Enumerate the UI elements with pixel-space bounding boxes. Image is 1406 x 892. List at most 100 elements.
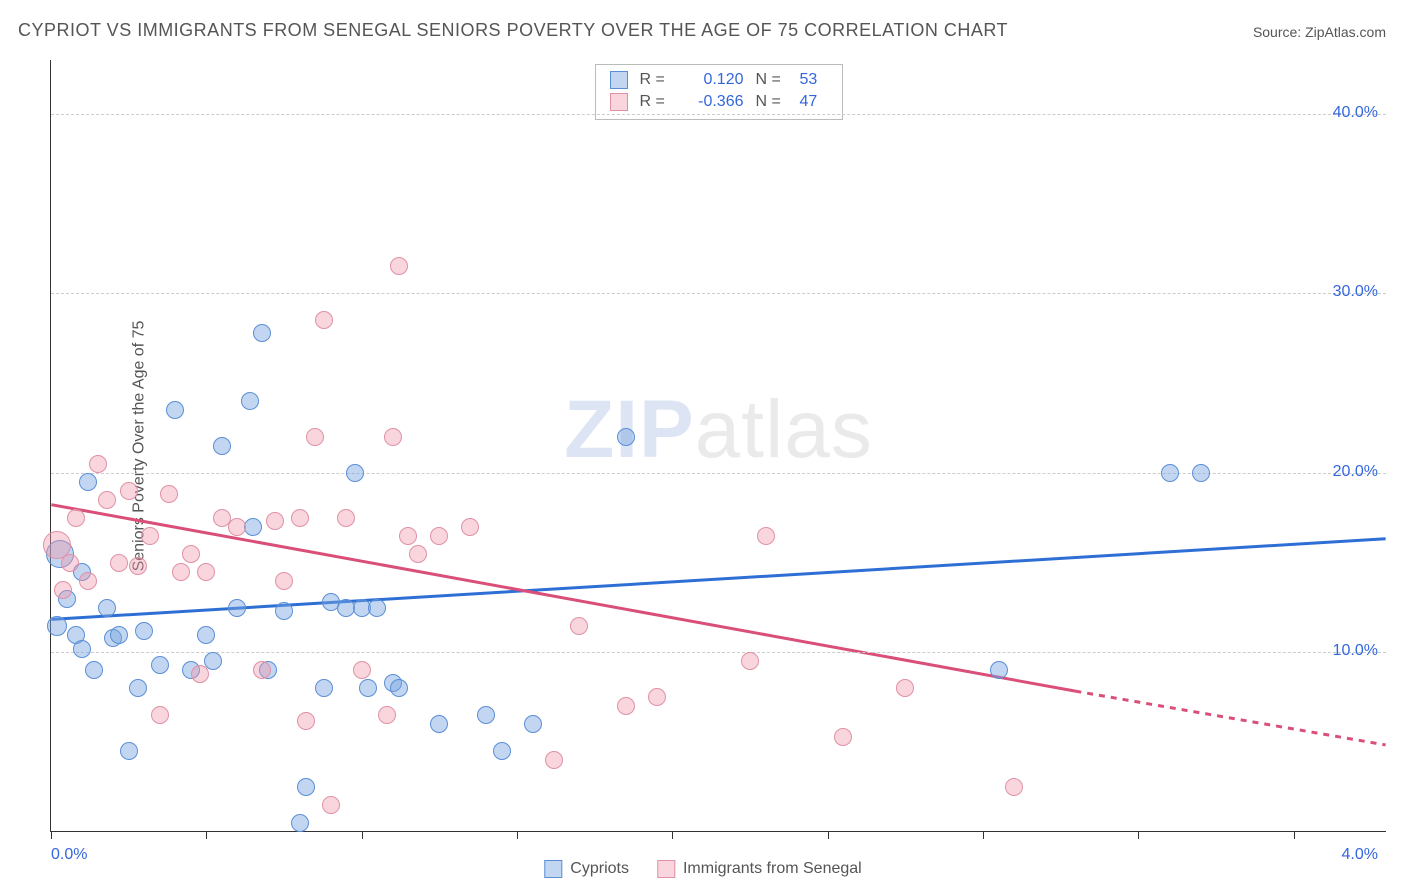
data-point (151, 706, 169, 724)
data-point (297, 712, 315, 730)
data-point (54, 581, 72, 599)
data-point (266, 512, 284, 530)
data-point (545, 751, 563, 769)
data-point (337, 509, 355, 527)
data-point (346, 464, 364, 482)
data-point (98, 599, 116, 617)
data-point (430, 527, 448, 545)
data-point (182, 545, 200, 563)
y-tick-label: 20.0% (1333, 463, 1378, 481)
data-point (85, 661, 103, 679)
data-point (896, 679, 914, 697)
plot-area: ZIPatlas R = 0.120 N = 53 R = -0.366 N =… (50, 60, 1386, 832)
r-value-senegal: -0.366 (684, 91, 744, 113)
data-point (1005, 778, 1023, 796)
r-label: R = (640, 91, 672, 113)
gridline (51, 473, 1386, 474)
data-point (275, 602, 293, 620)
data-point (477, 706, 495, 724)
x-tick (828, 831, 829, 839)
data-point (141, 527, 159, 545)
data-point (390, 257, 408, 275)
stats-box: R = 0.120 N = 53 R = -0.366 N = 47 (595, 64, 843, 120)
data-point (160, 485, 178, 503)
data-point (151, 656, 169, 674)
data-point (834, 728, 852, 746)
gridline (51, 114, 1386, 115)
data-point (275, 572, 293, 590)
data-point (390, 679, 408, 697)
data-point (172, 563, 190, 581)
data-point (244, 518, 262, 536)
x-tick (1138, 831, 1139, 839)
legend-swatch-senegal (657, 860, 675, 878)
data-point (990, 661, 1008, 679)
data-point (297, 778, 315, 796)
x-tick (1294, 831, 1295, 839)
legend-label-senegal: Immigrants from Senegal (683, 860, 862, 878)
data-point (378, 706, 396, 724)
data-point (67, 509, 85, 527)
legend-item-cypriots: Cypriots (544, 860, 629, 878)
data-point (129, 679, 147, 697)
source-label: Source: ZipAtlas.com (1253, 24, 1386, 40)
data-point (197, 626, 215, 644)
data-point (47, 616, 67, 636)
swatch-senegal (610, 93, 628, 111)
data-point (61, 554, 79, 572)
x-tick-label-left: 0.0% (51, 846, 87, 864)
data-point (741, 652, 759, 670)
x-tick (51, 831, 52, 839)
r-label: R = (640, 69, 672, 91)
gridline (51, 652, 1386, 653)
data-point (110, 626, 128, 644)
swatch-cypriots (610, 71, 628, 89)
data-point (129, 557, 147, 575)
x-tick (517, 831, 518, 839)
y-tick-label: 30.0% (1333, 283, 1378, 301)
data-point (241, 392, 259, 410)
legend-label-cypriots: Cypriots (570, 860, 629, 878)
data-point (98, 491, 116, 509)
data-point (757, 527, 775, 545)
data-point (409, 545, 427, 563)
data-point (306, 428, 324, 446)
data-point (135, 622, 153, 640)
data-point (166, 401, 184, 419)
data-point (524, 715, 542, 733)
legend-item-senegal: Immigrants from Senegal (657, 860, 862, 878)
data-point (368, 599, 386, 617)
chart-title: CYPRIOT VS IMMIGRANTS FROM SENEGAL SENIO… (18, 20, 1008, 41)
n-value-senegal: 47 (800, 91, 828, 113)
x-tick (206, 831, 207, 839)
data-point (461, 518, 479, 536)
trend-line (1075, 691, 1385, 745)
n-label: N = (756, 91, 788, 113)
data-point (570, 617, 588, 635)
data-point (120, 482, 138, 500)
r-value-cypriots: 0.120 (684, 69, 744, 91)
data-point (291, 814, 309, 832)
data-point (315, 311, 333, 329)
x-tick (983, 831, 984, 839)
trend-lines (51, 60, 1386, 831)
y-tick-label: 10.0% (1333, 642, 1378, 660)
data-point (648, 688, 666, 706)
data-point (399, 527, 417, 545)
data-point (79, 473, 97, 491)
data-point (315, 679, 333, 697)
y-tick-label: 40.0% (1333, 104, 1378, 122)
data-point (79, 572, 97, 590)
stats-row-cypriots: R = 0.120 N = 53 (610, 69, 828, 91)
data-point (617, 697, 635, 715)
data-point (89, 455, 107, 473)
data-point (197, 563, 215, 581)
data-point (493, 742, 511, 760)
x-tick (672, 831, 673, 839)
data-point (322, 796, 340, 814)
data-point (291, 509, 309, 527)
data-point (617, 428, 635, 446)
trend-line (51, 539, 1385, 620)
data-point (1161, 464, 1179, 482)
data-point (359, 679, 377, 697)
